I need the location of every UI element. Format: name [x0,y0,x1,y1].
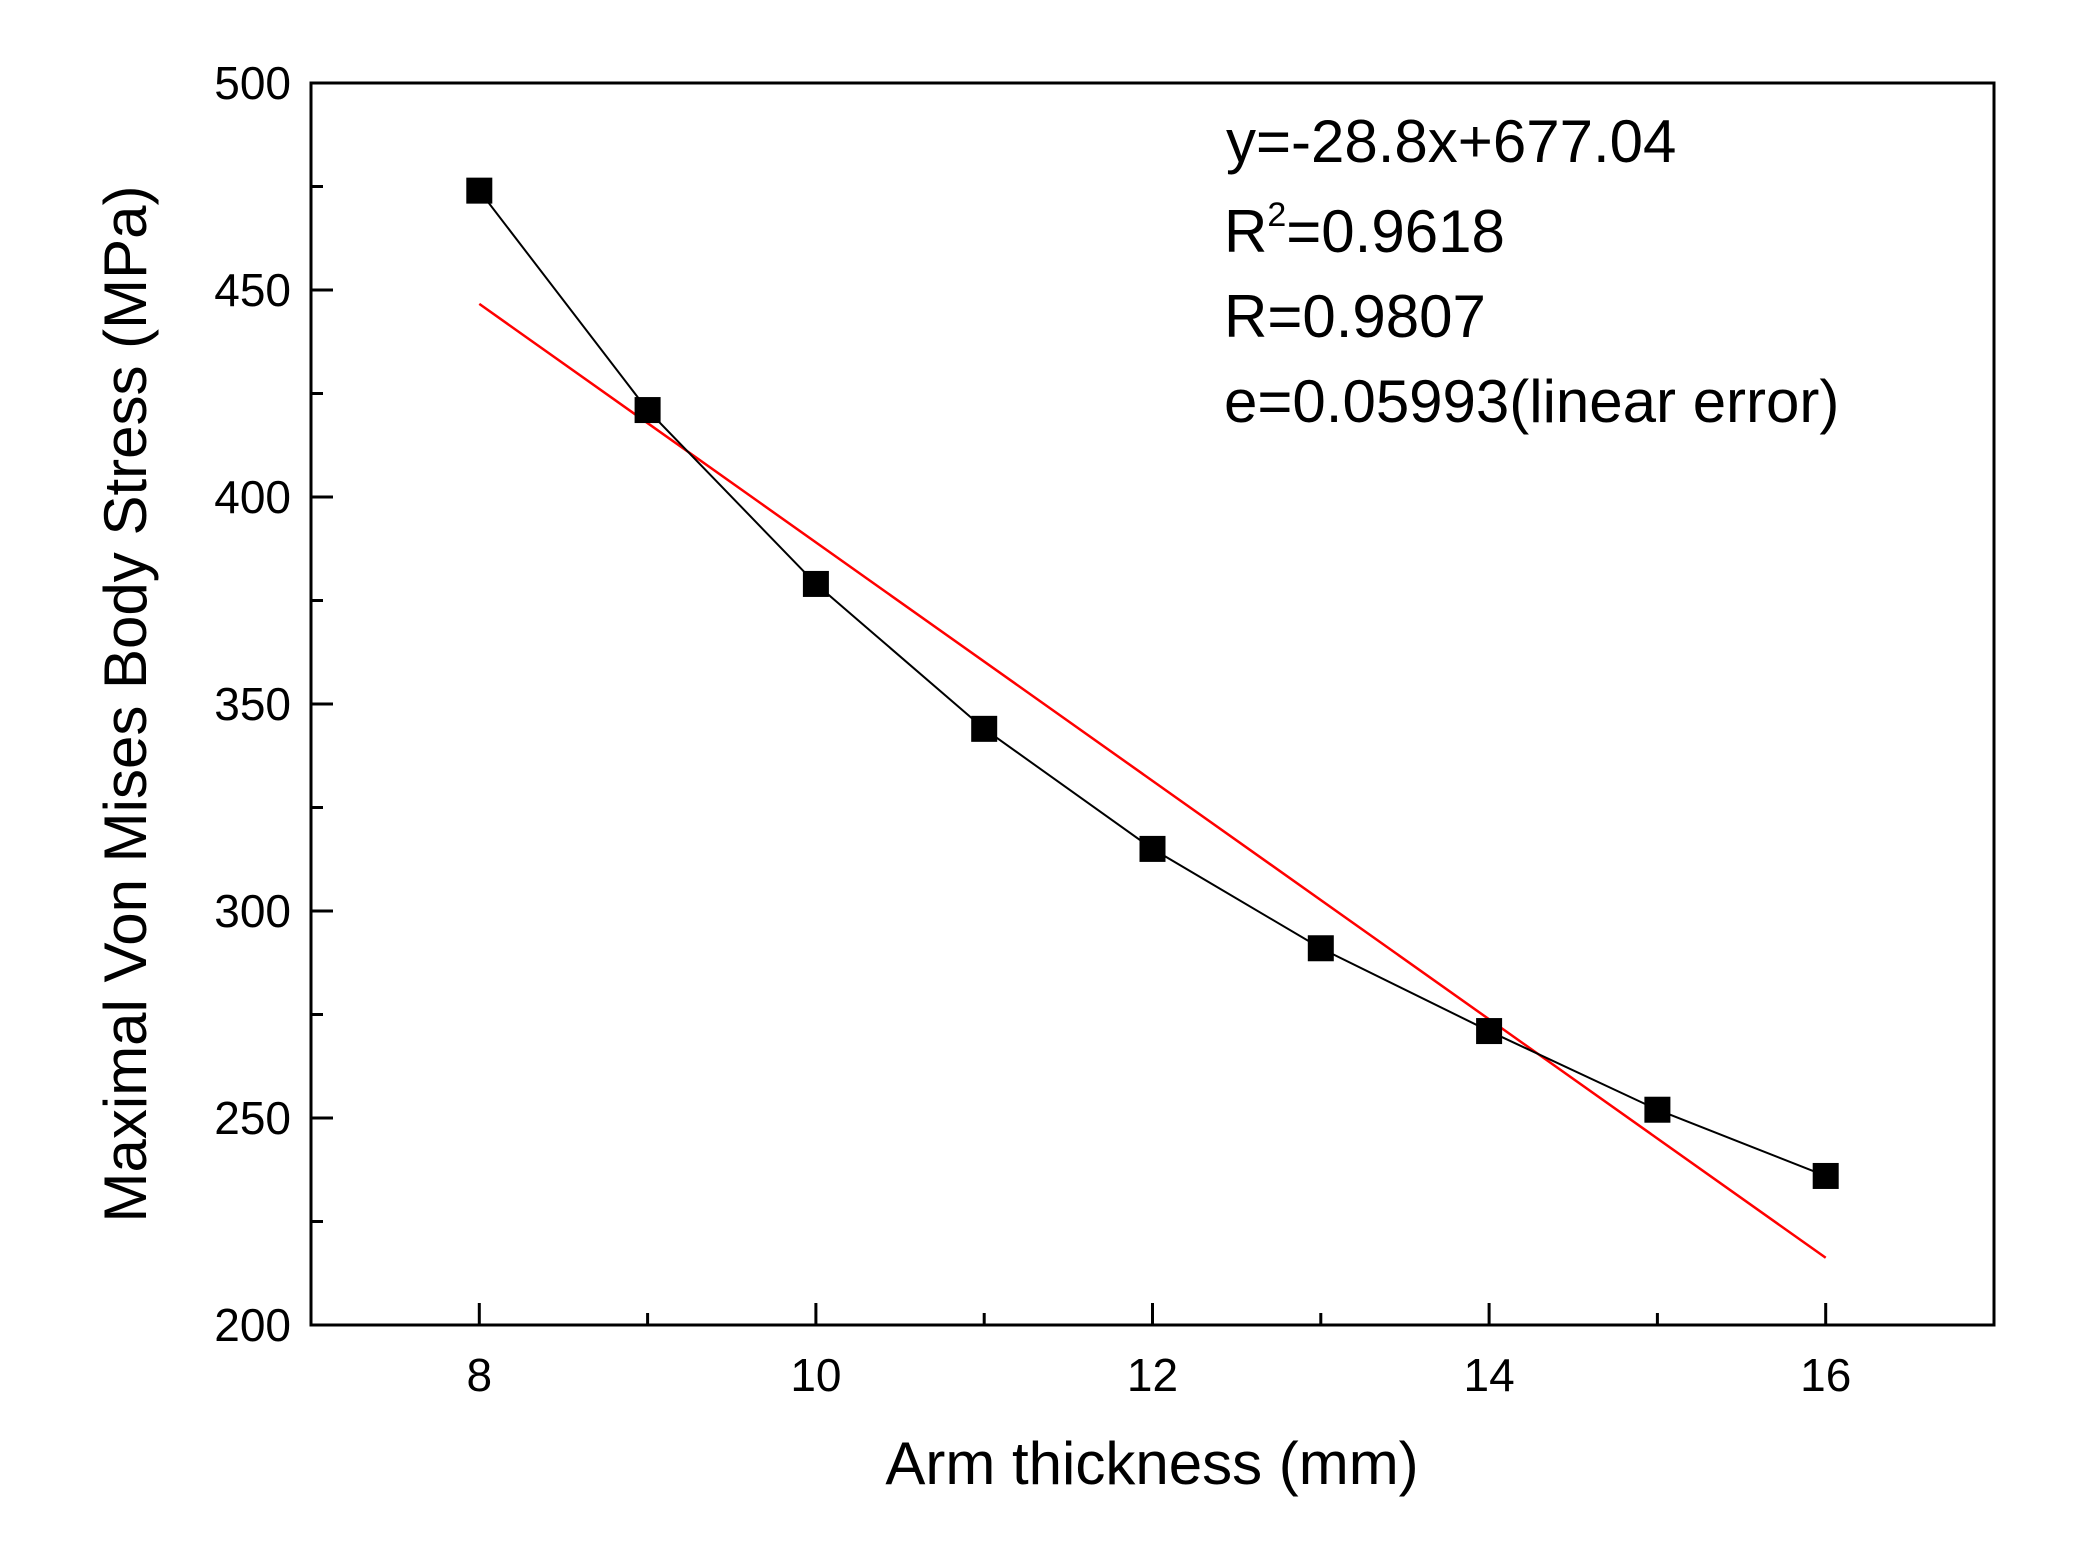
y-tick-label: 300 [214,885,291,937]
data-point [1476,1018,1503,1045]
y-tick-label: 500 [214,57,291,109]
x-axis-title: Arm thickness (mm) [885,1430,1418,1497]
data-line [478,190,1827,1177]
r-squared: R2=0.9618 [1224,196,1505,265]
r-squared-exponent: 2 [1267,196,1286,234]
linear-error: e=0.05993(linear error) [1224,368,1839,435]
data-point [466,177,493,204]
y-tick-label: 250 [214,1092,291,1144]
y-tick-label: 350 [214,678,291,730]
y-tick-label: 400 [214,471,291,523]
data-point [634,397,661,424]
plot-frame [309,81,1996,1327]
fit-equation: y=-28.8x+677.04 [1226,108,1676,175]
data-point [1644,1096,1671,1123]
x-tick-label: 16 [1800,1349,1851,1401]
fit-annotation: y=-28.8x+677.04 R2=0.9618 R=0.9807 e=0.0… [1224,108,1839,435]
x-tick-label: 14 [1464,1349,1515,1401]
r-squared-prefix: R [1224,198,1267,265]
data-point [1307,935,1334,962]
x-tick-label: 12 [1127,1349,1178,1401]
y-axis-title: Maximal Von Mises Body Stress (MPa) [92,186,159,1223]
data-point [1812,1162,1839,1189]
y-tick-label: 200 [214,1299,291,1351]
tick-group [311,185,1828,1325]
x-tick-label: 10 [790,1349,841,1401]
fit-line [478,302,1827,1259]
data-point [1139,835,1166,862]
correlation-r: R=0.9807 [1224,283,1486,350]
y-tick-label: 450 [214,264,291,316]
r-squared-value: =0.9618 [1286,198,1505,265]
data-point [802,570,829,597]
tick-label-group: 8 10 12 14 16 200 250 300 350 400 450 500 [214,57,1851,1401]
data-point [971,715,998,742]
series-group [466,177,1839,1259]
x-tick-label: 8 [467,1349,493,1401]
